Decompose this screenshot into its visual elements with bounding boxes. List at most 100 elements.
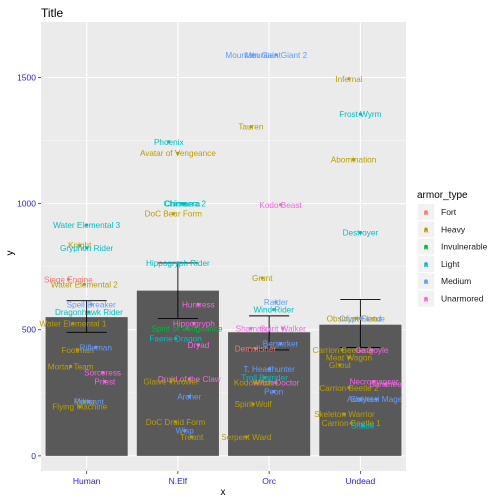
point-label-spirit-wolf: Spirit Wolf <box>235 400 273 409</box>
point-label-footman: Footman <box>61 346 94 355</box>
point-label-gryphon-rider: Gryphon Rider <box>60 244 114 253</box>
legend-glyph-fort: a <box>424 208 429 217</box>
point-gargoyle <box>370 348 374 352</box>
point-label-dragonhawk-rider: Dragonhawk Rider <box>55 308 123 317</box>
point-witch-doctor <box>274 381 278 385</box>
point-label-water-elemental-2: Water Elemental 2 <box>51 280 118 289</box>
point-label-ghoul: Ghoul <box>329 361 351 370</box>
point-label-troll-batrider: Troll Batrider <box>241 374 288 383</box>
point-avatar-of-vengeance <box>176 151 180 155</box>
point-label-sorceress: Sorceress <box>84 369 121 378</box>
point-label-avatar-of-vengeance: Avatar of Vengeance <box>140 149 216 158</box>
x-axis-title: x <box>221 487 226 498</box>
point-archer <box>187 394 191 399</box>
point-label-knight: Knight <box>68 241 92 250</box>
point-water-elemental-3 <box>85 223 89 227</box>
y-axis: 0 500 1000 1500 <box>17 72 41 461</box>
point-tauren <box>249 125 253 129</box>
bar-human <box>45 317 128 456</box>
point-mortar-team <box>69 364 73 368</box>
point-berserker <box>278 342 283 346</box>
point-label-siege-engine: Siege Engine <box>44 275 93 284</box>
point-kodo-beast <box>278 203 283 207</box>
point-label-carrion-beetle-1: Carrion Beetle 1 <box>322 419 382 428</box>
point-dragonhawk-rider <box>87 310 91 314</box>
point-troll-batrider <box>262 376 267 380</box>
legend-label-heavy: Heavy <box>441 224 466 234</box>
point-label-witch-doctor: Witch Doctor <box>253 379 300 388</box>
point-skeletal-mage <box>374 397 378 401</box>
point-acolyte <box>358 397 362 401</box>
point-militia <box>82 400 86 404</box>
legend-title: armor_type <box>417 190 468 201</box>
point-demolisher <box>253 347 258 351</box>
point-label-skeleton-warrior: Skeleton Warrior <box>314 410 375 419</box>
point-spirit-walker <box>281 326 285 331</box>
point-wisp <box>183 429 187 433</box>
point-shade <box>361 423 365 428</box>
point-label-abomination: Abomination <box>331 155 377 164</box>
point-label-chimaera-2: Chimaera 2 <box>164 200 207 209</box>
point-label-obsidian-statue: Obsidian Statue <box>327 314 386 323</box>
x-axis: Human N.Elf Orc Undead <box>73 471 376 486</box>
point-destroyer <box>358 231 362 235</box>
point-necromancer <box>372 379 376 384</box>
legend-glyph-light: a <box>424 260 429 269</box>
legend-label-medium: Medium <box>441 276 471 286</box>
point-mountain-giant <box>251 53 255 57</box>
point-peasant <box>87 400 91 404</box>
legend-point-invulnerable <box>424 244 428 249</box>
point-glaive-thrower <box>169 379 173 384</box>
point-abomination <box>351 157 356 162</box>
point-ghoul <box>338 363 342 367</box>
point-label-wind-rider: Wind Rider <box>253 306 294 315</box>
point-label-mortar-team: Mortar Team <box>48 362 94 371</box>
legend-label-light: Light <box>441 259 460 269</box>
point-banshee <box>383 382 388 386</box>
point-label-skeletal-mage: Skeletal Mage <box>350 395 402 404</box>
y-tick-label: 1000 <box>17 199 36 209</box>
x-tick-label: Undead <box>345 476 375 486</box>
point-hippogryph-rider <box>176 261 180 265</box>
point-carrion-beetle-1 <box>349 421 353 425</box>
point-label-shade: Shade <box>351 422 375 431</box>
point-label-mountain-giant-2: Mountain Giant 2 <box>245 51 308 60</box>
point-infernal <box>347 77 351 81</box>
point-rifleman <box>94 345 98 349</box>
point-flying-machine <box>78 405 82 409</box>
point-label-peon: Peon <box>264 388 284 397</box>
point-label-kodo-beast: Kodo Beast <box>259 201 302 210</box>
point-hippogryph <box>192 321 196 326</box>
point-treant <box>189 435 194 439</box>
point-label-spell-breaker: Spell Breaker <box>67 301 116 310</box>
point-label-peasant: Peasant <box>74 398 105 407</box>
point-label-tauren: Tauren <box>238 123 263 132</box>
y-tick-label: 0 <box>31 451 36 461</box>
point-dryad <box>196 343 201 347</box>
legend-point-unarmored <box>424 296 428 301</box>
legend-glyph-medium: a <box>424 277 429 286</box>
point-label-treant: Treant <box>180 433 204 442</box>
point-siege-engine <box>66 277 70 281</box>
point-label-gargoyle: Gargoyle <box>355 346 389 355</box>
point-huntress <box>196 302 201 307</box>
point-label-priest: Priest <box>94 377 116 386</box>
legend-point-medium <box>424 279 428 284</box>
point-druid-of-the-claw <box>187 377 191 381</box>
point-footman <box>75 348 80 352</box>
point-label-raider: Raider <box>264 298 288 307</box>
point-label-acolyte: Acolyte <box>347 395 374 404</box>
point-label-water-elemental-3: Water Elemental 3 <box>53 221 120 230</box>
point-label-hippogryph: Hippogryph <box>173 319 215 328</box>
point-doc-bear-form <box>171 212 175 216</box>
point-skeleton-warrior <box>342 412 347 416</box>
point-gryphon-rider <box>85 246 89 250</box>
point-chimaera <box>180 202 185 206</box>
y-axis-title: y <box>5 251 16 256</box>
point-label-banshee: Banshee <box>369 380 402 389</box>
point-label-carrion-beetle-3: Carrion Beetle 3 <box>313 346 373 355</box>
point-water-elemental-2 <box>82 282 86 286</box>
point-label-demolisher: Demolisher <box>235 345 277 354</box>
point-carrion-beetle-2 <box>347 386 351 390</box>
